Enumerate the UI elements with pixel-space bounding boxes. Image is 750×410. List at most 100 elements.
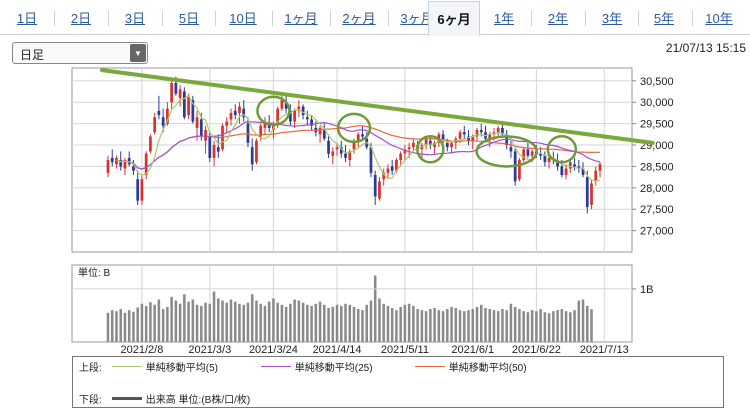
volume-bar xyxy=(183,294,186,342)
volume-bar xyxy=(212,291,216,342)
volume-panel xyxy=(71,264,633,343)
candle-body xyxy=(199,119,203,137)
volume-bar xyxy=(488,309,491,342)
x-tick-label: 2021/6/1 xyxy=(451,344,494,356)
candle-body xyxy=(174,82,178,94)
chevron-down-icon[interactable]: ▼ xyxy=(130,44,146,62)
volume-bar xyxy=(110,310,114,342)
candle-body xyxy=(386,168,390,173)
candle-body xyxy=(318,127,322,135)
candle-body xyxy=(390,166,394,171)
candle-body xyxy=(233,110,237,116)
volume-bar xyxy=(586,305,589,342)
candle-body xyxy=(462,132,466,135)
candle-body xyxy=(161,117,165,126)
candle-body xyxy=(305,117,309,120)
legend-volume-swatch xyxy=(111,397,142,400)
tab-11[interactable]: 3年 xyxy=(601,11,623,26)
volume-bar xyxy=(250,294,254,342)
candle-body xyxy=(166,108,169,124)
volume-bar xyxy=(564,311,568,342)
tab-4[interactable]: 10日 xyxy=(229,11,257,26)
volume-bar xyxy=(238,303,241,342)
tab-12[interactable]: 5年 xyxy=(653,11,675,26)
tab-1[interactable]: 2日 xyxy=(70,11,92,26)
volume-bar xyxy=(386,305,390,342)
candle-body xyxy=(267,123,271,128)
candle-body xyxy=(403,149,407,154)
candle-body xyxy=(471,136,475,141)
volume-bar xyxy=(543,312,547,342)
candle-body xyxy=(352,142,356,150)
tab-0[interactable]: 1日 xyxy=(16,11,38,26)
volume-tick-label: 1B xyxy=(640,284,653,296)
volume-bar xyxy=(318,301,322,342)
candle-body xyxy=(568,162,572,169)
volume-bar xyxy=(560,309,564,342)
volume-bar xyxy=(335,304,339,342)
volume-bar xyxy=(361,310,364,342)
candle-body xyxy=(191,100,195,122)
volume-unit-label: 単位: B xyxy=(78,266,111,279)
legend-ma25-label: 単純移動平均(25) xyxy=(294,363,373,374)
candle-body xyxy=(501,127,504,135)
candle-body xyxy=(153,117,157,133)
tab-6[interactable]: 2ヶ月 xyxy=(342,11,376,26)
volume-bar xyxy=(577,300,581,342)
volume-bar xyxy=(581,299,585,342)
candle-body xyxy=(178,89,182,98)
candle-body xyxy=(369,147,373,173)
volume-bar xyxy=(272,298,275,342)
volume-bar xyxy=(289,303,292,342)
tab-7[interactable]: 3ヶ月 xyxy=(400,11,434,26)
tab-3[interactable]: 5日 xyxy=(178,11,200,26)
candle-body xyxy=(344,153,347,158)
candle-body xyxy=(322,130,326,139)
volume-bar xyxy=(450,306,453,342)
candle-body xyxy=(225,121,229,126)
volume-bar xyxy=(259,303,262,342)
volume-bar xyxy=(310,305,313,342)
candle-body xyxy=(518,160,521,180)
legend-lower-row: 下段: 出来高 単位:(B株/口/枚) xyxy=(79,391,250,406)
tab-separator xyxy=(585,11,586,26)
candle-body xyxy=(399,153,403,160)
candle-body xyxy=(127,157,131,165)
volume-bar xyxy=(373,275,377,342)
tab-5[interactable]: 1ヶ月 xyxy=(284,11,318,26)
volume-bar xyxy=(518,309,521,342)
candle-body xyxy=(238,106,241,113)
volume-bar xyxy=(246,302,250,342)
candle-body xyxy=(433,142,436,148)
volume-bar xyxy=(195,304,199,342)
volume-bar xyxy=(412,305,415,342)
tab-9[interactable]: 1年 xyxy=(493,11,515,26)
tab-10[interactable]: 2年 xyxy=(547,11,569,26)
candle-body xyxy=(132,166,135,171)
trendline xyxy=(100,68,655,145)
tab-2[interactable]: 3日 xyxy=(124,11,146,26)
candle-body xyxy=(216,147,220,152)
tab-8[interactable]: 6ヶ月 xyxy=(428,1,480,36)
candle-body xyxy=(395,160,398,171)
volume-bar xyxy=(509,303,513,342)
candle-body xyxy=(119,160,123,167)
price-tick-label: 30,000 xyxy=(640,97,674,109)
candle-body xyxy=(590,183,593,205)
volume-bar xyxy=(454,308,458,342)
tab-separator xyxy=(215,11,216,26)
volume-bar xyxy=(314,303,318,342)
x-tick-label: 2021/4/14 xyxy=(313,344,362,356)
tab-13[interactable]: 10年 xyxy=(705,11,733,26)
highlight-ellipse xyxy=(256,95,291,127)
period-select[interactable]: 日足 ▼ xyxy=(12,42,148,64)
candle-body xyxy=(140,179,144,201)
candle-body xyxy=(301,106,305,116)
candle-body xyxy=(115,157,118,165)
volume-bar xyxy=(242,304,245,342)
candle-body xyxy=(577,166,581,169)
candle-body xyxy=(348,151,352,160)
x-tick-label: 2021/2/8 xyxy=(121,344,164,356)
period-select-value: 日足 xyxy=(20,48,45,62)
candle-body xyxy=(530,151,534,156)
